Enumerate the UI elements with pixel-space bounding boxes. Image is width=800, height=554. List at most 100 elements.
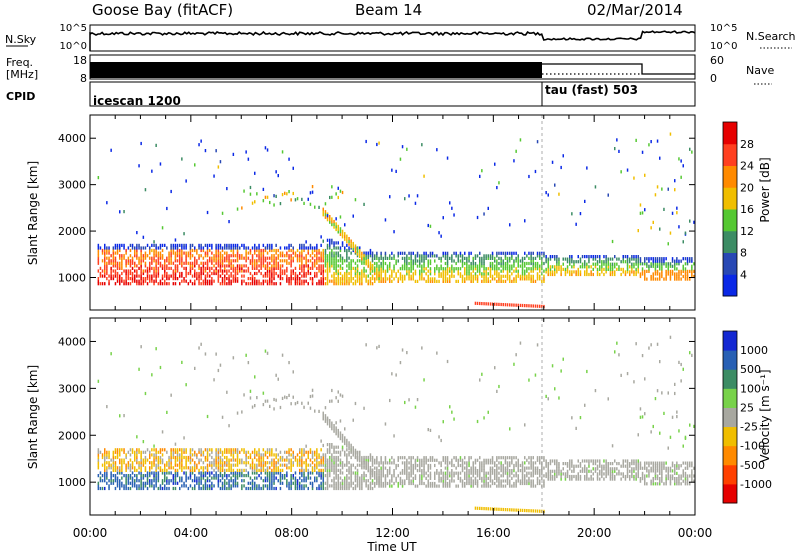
power-cell (273, 194, 275, 197)
power-cell (464, 257, 466, 260)
velocity-cell (494, 482, 496, 485)
power-cell (143, 277, 145, 280)
power-cell (498, 262, 500, 265)
velocity-cell (153, 453, 155, 456)
power-cell (173, 269, 175, 272)
velocity-cell (355, 454, 357, 457)
velocity-cell (453, 418, 455, 421)
power-cell (320, 277, 322, 280)
velocity-cell (273, 453, 275, 456)
power-cell (256, 280, 258, 283)
power-cell (398, 252, 400, 255)
power-cell (578, 268, 580, 271)
date-title: 02/Mar/2014 (587, 1, 683, 19)
power-cell (269, 244, 271, 247)
power-cell (483, 212, 485, 215)
velocity-cell (348, 447, 350, 450)
power-cell (314, 246, 316, 249)
power-cell (545, 191, 547, 194)
velocity-cell (250, 396, 252, 399)
power-cell (275, 272, 277, 275)
power-cell (554, 265, 556, 268)
ytick-label: 2000 (58, 225, 86, 238)
velocity-cell (121, 459, 123, 462)
power-cell (434, 267, 436, 270)
velocity-cell (329, 400, 331, 403)
velocity-cell (280, 456, 282, 459)
velocity-cell (243, 393, 245, 396)
power-cell (220, 252, 222, 255)
power-cell (518, 254, 520, 257)
power-cell (605, 255, 607, 258)
velocity-cell (494, 461, 496, 464)
power-cell (668, 188, 670, 191)
velocity-cell (481, 373, 483, 376)
velocity-cell (224, 461, 226, 464)
velocity-cell (310, 482, 312, 485)
velocity-cell (218, 448, 220, 451)
power-cell (629, 258, 631, 261)
velocity-cell (524, 423, 526, 426)
velocity-cell (104, 448, 106, 451)
velocity-cell (395, 464, 397, 467)
power-cell (460, 267, 462, 270)
power-cell (338, 264, 340, 267)
velocity-cell (98, 380, 100, 383)
velocity-cell (335, 429, 337, 432)
power-cell (635, 139, 637, 142)
velocity-cell (338, 469, 340, 472)
velocity-cell (363, 459, 365, 462)
velocity-cell (475, 467, 477, 470)
velocity-cell (477, 479, 479, 482)
velocity-cell (353, 471, 355, 474)
power-cell (288, 254, 290, 257)
power-cell (573, 270, 575, 273)
power-cell (447, 157, 449, 160)
power-cell (425, 267, 427, 270)
velocity-cell (509, 479, 511, 482)
velocity-cell (320, 448, 322, 451)
power-cell (488, 254, 490, 257)
velocity-cell (408, 472, 410, 475)
velocity-cell (346, 453, 348, 456)
power-cell (539, 252, 541, 255)
power-cell (477, 254, 479, 257)
velocity-cell (181, 448, 183, 451)
power-cell (595, 185, 597, 188)
power-cell (496, 303, 498, 306)
power-cell (680, 159, 682, 162)
power-cell (586, 255, 588, 258)
velocity-cell (241, 469, 243, 472)
velocity-cell (312, 466, 314, 469)
velocity-cell (505, 467, 507, 470)
velocity-cell (438, 472, 440, 475)
velocity-cell (342, 479, 344, 482)
power-cell (387, 257, 389, 260)
noise-left-tick-top: 10^5 (60, 23, 87, 34)
velocity-cell (468, 456, 470, 459)
velocity-cell (183, 471, 185, 474)
freq-tick-top: 18 (73, 54, 87, 67)
velocity-cell (100, 487, 102, 490)
velocity-cell (545, 395, 547, 398)
power-cell (173, 282, 175, 285)
power-cell (657, 140, 659, 143)
velocity-cell (297, 479, 299, 482)
velocity-cell (200, 471, 202, 474)
power-cell (526, 262, 528, 265)
velocity-cell (421, 459, 423, 462)
power-cell (595, 263, 597, 266)
power-cell (659, 257, 661, 260)
velocity-cell (312, 461, 314, 464)
velocity-cell (374, 474, 376, 477)
power-cell (297, 249, 299, 252)
power-cell (481, 257, 483, 260)
velocity-cell (558, 462, 560, 465)
velocity-cell (162, 487, 164, 490)
velocity-cell (149, 479, 151, 482)
power-cell (132, 267, 134, 270)
power-cell (220, 160, 222, 163)
power-cell (481, 272, 483, 275)
power-cell (395, 259, 397, 262)
power-cell (385, 252, 387, 255)
